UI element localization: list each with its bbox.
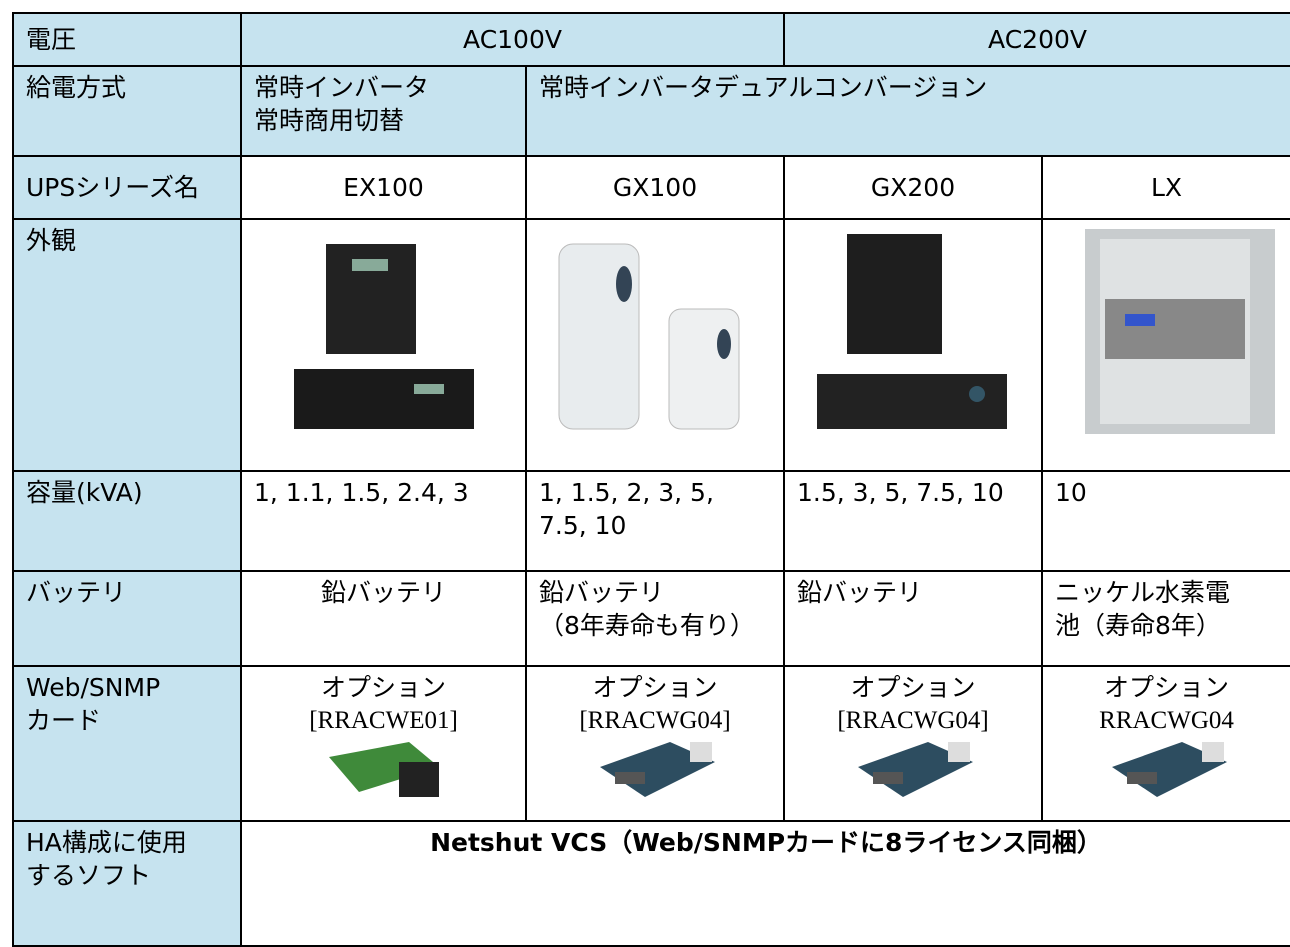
cell: EX100 bbox=[240, 155, 527, 220]
cell: AC200V bbox=[783, 12, 1290, 67]
line: RRACWG04 bbox=[1099, 707, 1234, 734]
card-image bbox=[1111, 742, 1227, 797]
line: （8年寿命も有り） bbox=[539, 611, 755, 640]
cell: 鉛バッテリ bbox=[783, 570, 1044, 667]
cell: バッテリ bbox=[12, 570, 242, 667]
row: 容量(kVA) 1, 1.1, 1.5, 2.4, 3 1, 1.5, 2, 3… bbox=[12, 470, 1290, 572]
row: HA構成に使用 するソフト Netshut VCS（Web/SNMPカードに8ライ… bbox=[12, 820, 1290, 947]
cell: GX200 bbox=[783, 155, 1044, 220]
cell: 鉛バッテリ bbox=[240, 570, 527, 667]
card-image bbox=[600, 742, 715, 797]
card-image bbox=[328, 742, 439, 797]
cell: GX100 bbox=[524, 155, 786, 220]
line: するソフト bbox=[26, 861, 152, 890]
line: オプション bbox=[592, 673, 718, 702]
line: HA構成に使用 bbox=[26, 828, 187, 857]
cell: 外観 bbox=[12, 218, 242, 472]
cell: オプション RRACWG04 bbox=[1041, 665, 1290, 822]
line: カード bbox=[26, 706, 102, 735]
line: Web/SNMP bbox=[26, 673, 161, 702]
line: [RRACWG04] bbox=[579, 707, 731, 734]
ups-image bbox=[1085, 229, 1276, 434]
cell bbox=[783, 218, 1044, 472]
cell: 常時インバータデュアルコンバージョン bbox=[524, 65, 1290, 157]
line: 7.5, 10 bbox=[539, 511, 627, 540]
cell: AC100V bbox=[239, 12, 786, 67]
cell: Netshut VCS（Web/SNMPカードに8ライセンス同梱） bbox=[239, 820, 1290, 947]
line: オプション bbox=[1104, 673, 1230, 702]
cell: 10 bbox=[1041, 470, 1290, 572]
cell: HA構成に使用 するソフト bbox=[12, 820, 242, 947]
cell: オプション [RRACWG04] bbox=[524, 665, 786, 822]
cell: Web/SNMP カード bbox=[12, 665, 242, 822]
cell: UPSシリーズ名 bbox=[12, 155, 242, 220]
line: 常時インバータ bbox=[254, 73, 430, 102]
row: 電圧 AC100V AC200V bbox=[12, 12, 1290, 67]
line: オプション bbox=[320, 673, 446, 702]
row: 給電方式 常時インバータ 常時商用切替 常時インバータデュアルコンバージョン bbox=[12, 65, 1290, 157]
cell: オプション [RRACWE01] bbox=[240, 665, 527, 822]
line: 鉛バッテリ bbox=[539, 578, 665, 607]
cell: 1, 1.1, 1.5, 2.4, 3 bbox=[240, 470, 527, 572]
cell: オプション [RRACWG04] bbox=[783, 665, 1044, 822]
row: Web/SNMP カード オプション [RRACWE01] オプション [RRACWG… bbox=[12, 665, 1290, 822]
ups-image bbox=[817, 234, 1008, 429]
cell: LX bbox=[1041, 155, 1290, 220]
ups-image bbox=[293, 244, 474, 429]
cell: 給電方式 bbox=[12, 65, 242, 157]
line: ニッケル水素電 bbox=[1055, 578, 1231, 607]
cell: 容量(kVA) bbox=[12, 470, 242, 572]
row: 外観 bbox=[12, 218, 1290, 472]
spec-table: 電圧 AC100V AC200V 給電方式 常時インバータ 常時商用切替 常時イン… bbox=[12, 12, 1290, 947]
cell bbox=[524, 218, 786, 472]
row: UPSシリーズ名 EX100 GX100 GX200 LX bbox=[12, 155, 1290, 220]
line: 常時商用切替 bbox=[254, 106, 405, 135]
line: オプション bbox=[850, 673, 976, 702]
ups-image bbox=[558, 243, 740, 430]
line: 1, 1.5, 2, 3, 5, bbox=[539, 478, 714, 507]
cell bbox=[240, 218, 527, 472]
cell: 1.5, 3, 5, 7.5, 10 bbox=[783, 470, 1044, 572]
cell bbox=[1041, 218, 1290, 472]
cell: 電圧 bbox=[12, 12, 242, 67]
cell: 常時インバータ 常時商用切替 bbox=[240, 65, 527, 157]
line: [RRACWE01] bbox=[309, 707, 458, 734]
row: バッテリ 鉛バッテリ 鉛バッテリ （8年寿命も有り） 鉛バッテリ ニッケル水素電池… bbox=[12, 570, 1290, 667]
line: 池（寿命8年） bbox=[1055, 611, 1221, 640]
card-image bbox=[858, 742, 974, 797]
cell: 鉛バッテリ （8年寿命も有り） bbox=[524, 570, 786, 667]
cell: 1, 1.5, 2, 3, 5, 7.5, 10 bbox=[524, 470, 786, 572]
cell: ニッケル水素電 池（寿命8年） bbox=[1041, 570, 1290, 667]
line: [RRACWG04] bbox=[837, 707, 989, 734]
